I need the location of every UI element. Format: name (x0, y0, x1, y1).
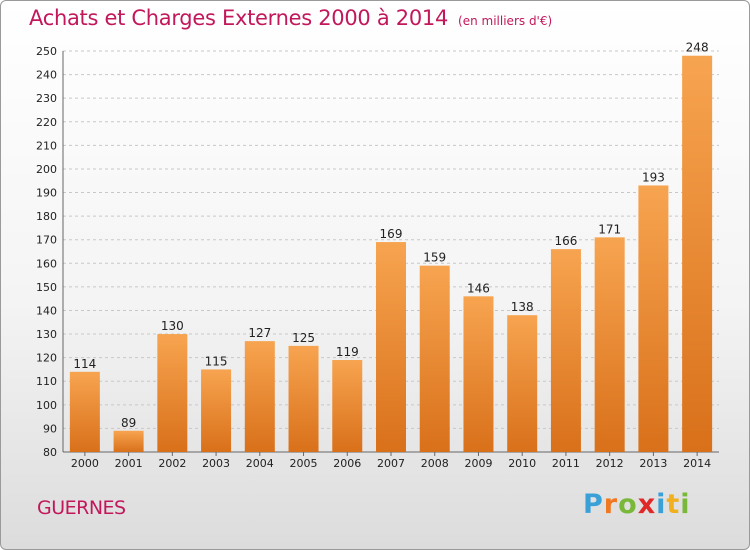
bar (113, 430, 144, 452)
data-label: 169 (380, 227, 403, 241)
y-tick-label: 130 (36, 328, 57, 341)
data-label: 119 (336, 345, 359, 359)
bar (419, 265, 450, 452)
y-tick-label: 140 (36, 304, 57, 317)
x-tick-label: 2012 (596, 457, 624, 470)
y-tick-label: 160 (36, 257, 57, 270)
data-label: 146 (467, 281, 490, 295)
bar (507, 315, 538, 452)
data-label: 159 (423, 251, 446, 265)
logo-letter: o (618, 489, 638, 520)
y-tick-label: 250 (36, 45, 57, 58)
y-tick-label: 150 (36, 281, 57, 294)
y-tick-label: 110 (36, 375, 57, 388)
x-tick-label: 2007 (377, 457, 405, 470)
bar (463, 296, 494, 452)
y-tick-label: 210 (36, 139, 57, 152)
logo-letter: x (637, 489, 657, 520)
logo-letter: r (603, 489, 619, 520)
data-label: 193 (642, 170, 665, 184)
x-tick-label: 2011 (552, 457, 580, 470)
x-tick-label: 2006 (333, 457, 361, 470)
x-tick-label: 2008 (421, 457, 449, 470)
bars (69, 55, 713, 452)
data-label: 115 (205, 354, 228, 368)
chart-title-text: Achats et Charges Externes 2000 à 2014 (29, 6, 449, 30)
x-tick-label: 2005 (290, 457, 318, 470)
bar (201, 369, 232, 452)
x-tick-label: 2000 (71, 457, 99, 470)
bar (288, 345, 319, 452)
bar (69, 371, 100, 452)
y-tick-label: 120 (36, 352, 57, 365)
y-tick-label: 230 (36, 92, 57, 105)
data-label: 114 (73, 357, 96, 371)
place-name: GUERNES (37, 497, 126, 519)
y-tick-label: 80 (43, 446, 57, 459)
data-label: 127 (248, 326, 271, 340)
data-label: 89 (121, 416, 136, 430)
y-tick-label: 90 (43, 422, 57, 435)
data-label: 248 (686, 41, 709, 55)
chart-unit: (en milliers d'€) (458, 14, 553, 28)
x-tick-label: 2004 (246, 457, 274, 470)
bar (157, 334, 188, 452)
y-tick-label: 240 (36, 69, 57, 82)
labels: 80 90 100 110 120 130 140 150 160 170 180 190 200 210… (36, 41, 711, 470)
bar (244, 341, 275, 452)
data-label: 171 (598, 222, 621, 236)
logo-letter: i (680, 489, 691, 520)
x-tick-label: 2009 (464, 457, 492, 470)
chart-title: Achats et Charges Externes 2000 à 2014 (e… (29, 6, 552, 30)
logo-letter: P (583, 489, 604, 520)
y-tick-label: 180 (36, 210, 57, 223)
x-tick-label: 2001 (115, 457, 143, 470)
x-tick-label: 2013 (639, 457, 667, 470)
logo-letter: t (666, 489, 681, 520)
data-label: 125 (292, 331, 315, 345)
y-tick-label: 100 (36, 399, 57, 412)
y-tick-label: 190 (36, 187, 57, 200)
data-label: 166 (554, 234, 577, 248)
bar (638, 185, 669, 452)
x-tick-label: 2002 (158, 457, 186, 470)
bar (594, 237, 625, 452)
data-label: 138 (511, 300, 534, 314)
x-tick-label: 2003 (202, 457, 230, 470)
x-tick-label: 2010 (508, 457, 536, 470)
logo-letter: i (656, 489, 667, 520)
bar (376, 242, 406, 452)
y-tick-label: 200 (36, 163, 57, 176)
y-tick-label: 170 (36, 234, 57, 247)
proxiti-logo: Proxiti (583, 489, 691, 520)
bar (550, 249, 581, 452)
x-tick-label: 2014 (683, 457, 711, 470)
y-tick-label: 220 (36, 116, 57, 129)
bar (682, 55, 713, 452)
data-label: 130 (161, 319, 184, 333)
bar (332, 360, 363, 452)
